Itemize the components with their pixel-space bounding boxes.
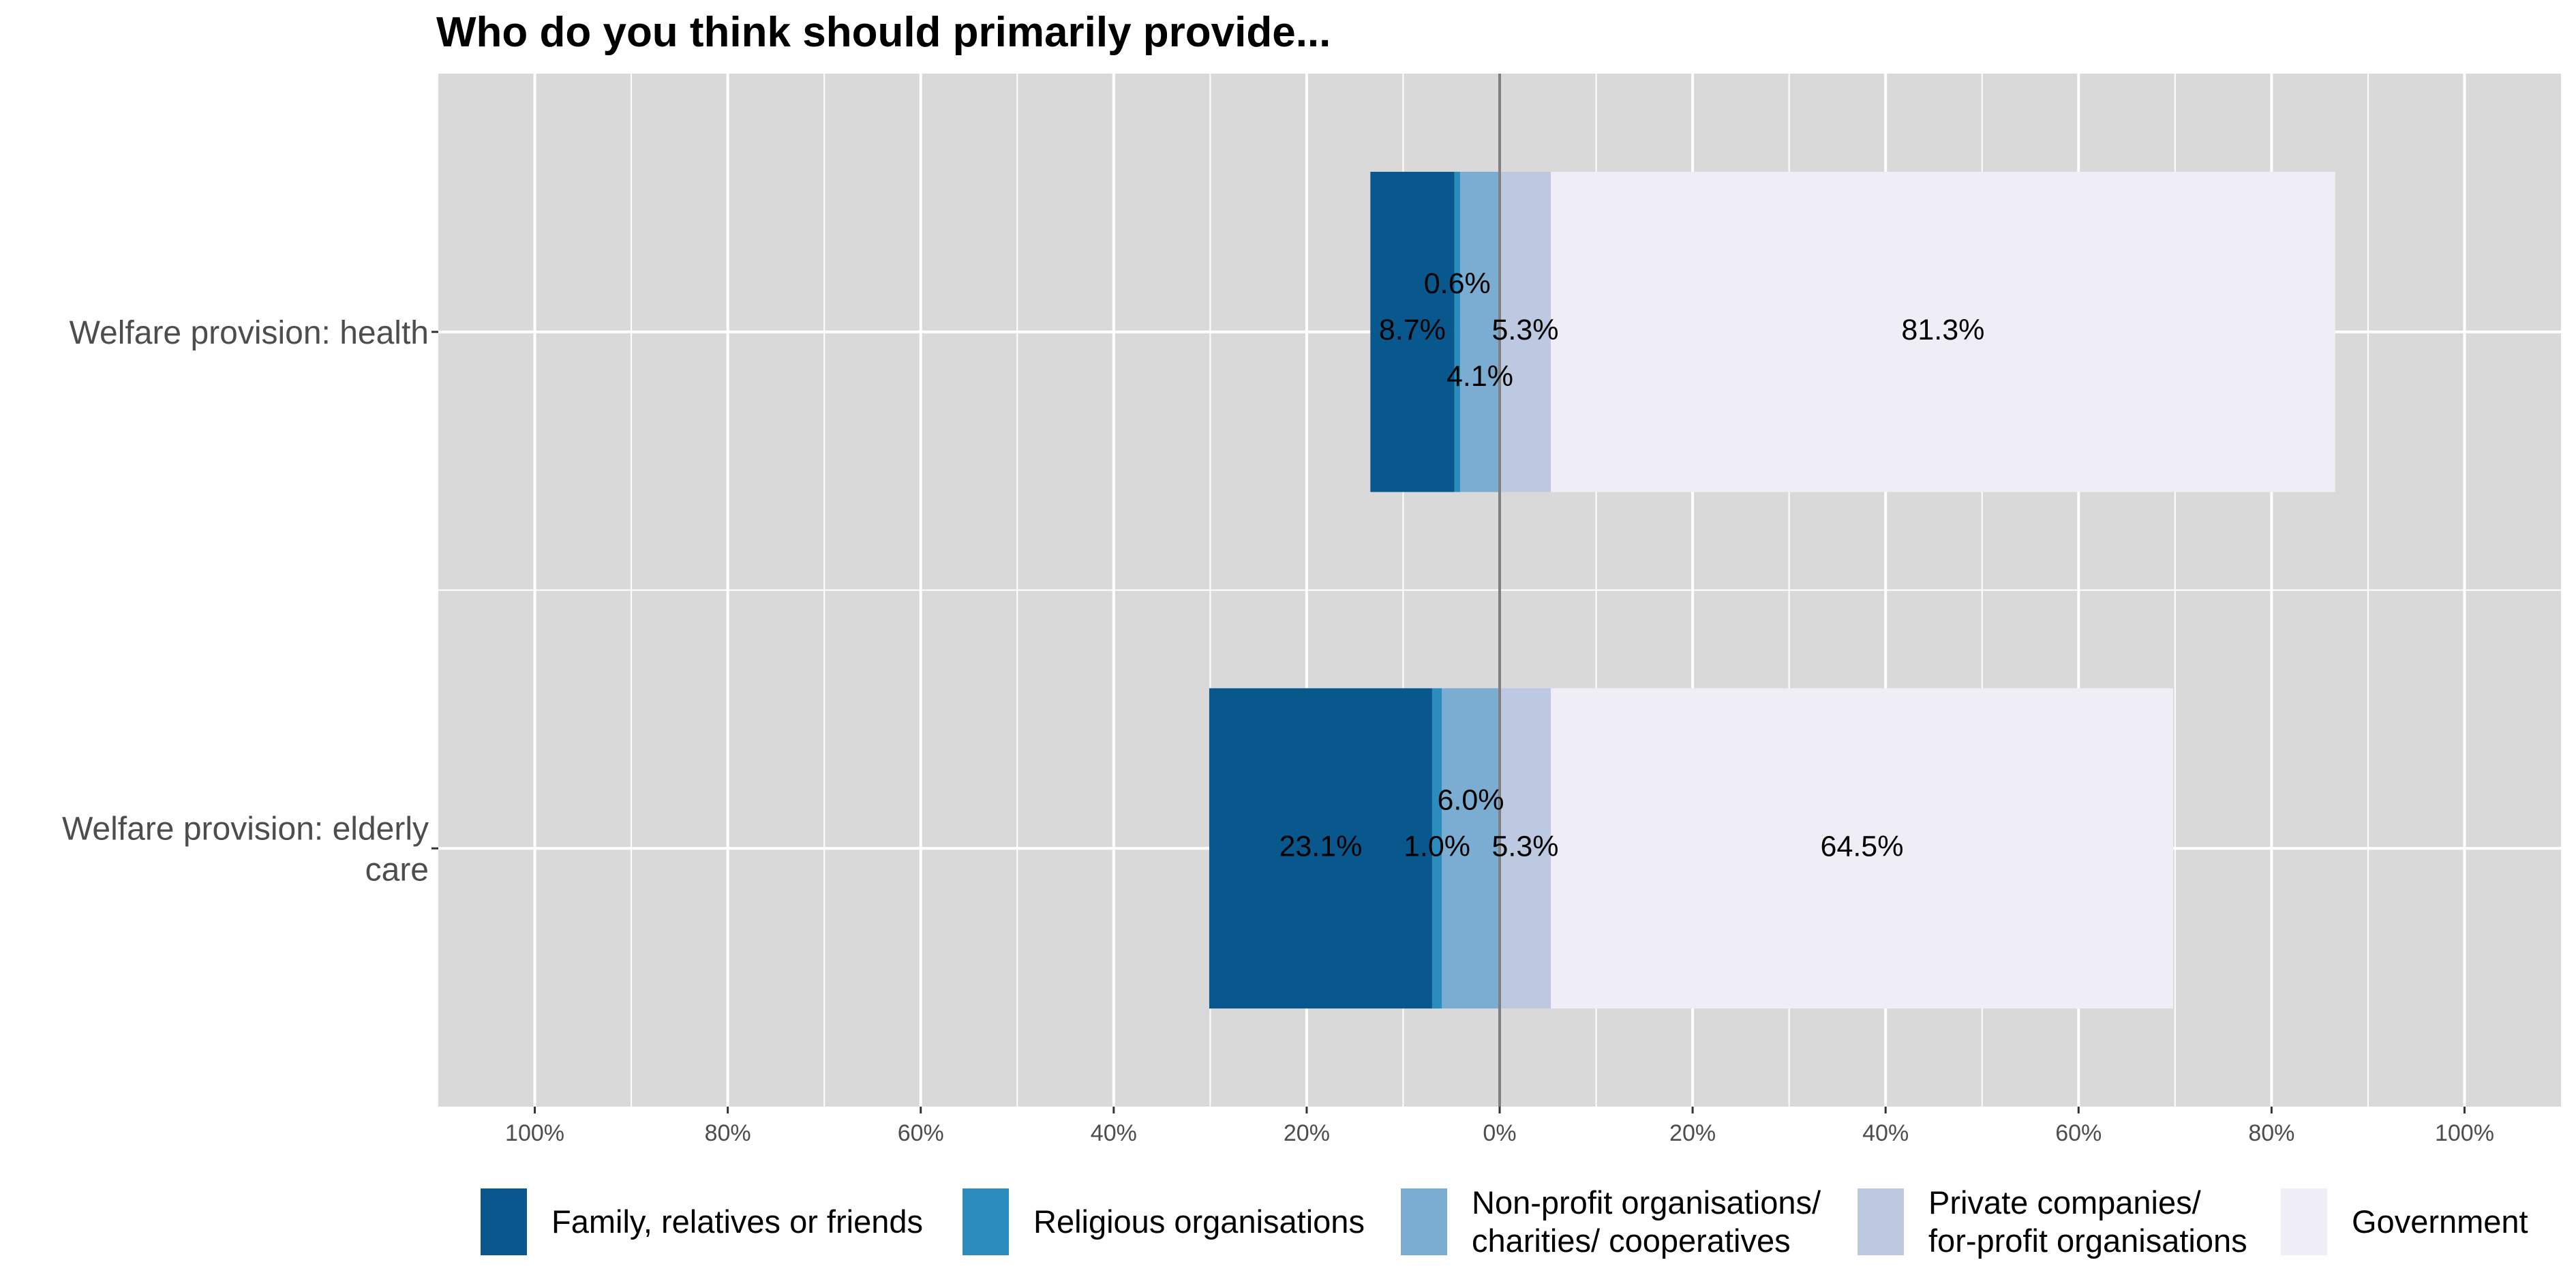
legend-key-religious-organisations — [963, 1188, 1009, 1255]
legend-key-government — [2281, 1188, 2327, 1255]
category-label-1: Welfare provision: health — [70, 315, 429, 351]
x-tick-label: 0% — [1483, 1120, 1516, 1146]
data-label-family-relatives-or-friends-2: 23.1% — [1279, 830, 1362, 863]
legend-label-non-profit-organisations-charities-cooperatives: Non-profit organisations/charities/ coop… — [1472, 1184, 1821, 1259]
legend-label-family-relatives-or-friends: Family, relatives or friends — [551, 1203, 923, 1240]
data-labels: 8.7% 0.6% 4.1% 5.3% 81.3% 23.1% 1.0% 6.0% 5.3% 64… — [1279, 267, 1984, 863]
bar-government-1 — [1551, 171, 2335, 492]
legend-label-private-companies-for-profit-organisations: Private companies/for-profit organisatio… — [1928, 1184, 2247, 1259]
x-tick-label: 100% — [505, 1120, 564, 1146]
bar-segments — [1209, 171, 2335, 1009]
data-label-government-2: 64.5% — [1821, 830, 1904, 863]
chart-title: Who do you think should primarily provid… — [436, 9, 1331, 56]
x-tick-label: 40% — [1091, 1120, 1137, 1146]
data-label-religious-organisations-1: 0.6% — [1424, 267, 1491, 300]
x-tick-label: 40% — [1862, 1120, 1909, 1146]
bar-family-relatives-or-friends-1 — [1370, 171, 1455, 492]
data-label-government-1: 81.3% — [1901, 314, 1984, 346]
x-tick-label: 60% — [2055, 1120, 2102, 1146]
x-tick-label: 20% — [1669, 1120, 1716, 1146]
bar-non-profit-organisations-charities-cooperatives-1 — [1459, 171, 1500, 492]
bar-government-2 — [1551, 688, 2173, 1009]
legend-label-religious-organisations: Religious organisations — [1033, 1203, 1365, 1240]
y-axis: Welfare provision: health Welfare provisi… — [62, 315, 438, 888]
x-tick-label: 60% — [898, 1120, 944, 1146]
bar-religious-organisations-2 — [1431, 688, 1442, 1009]
bar-religious-organisations-1 — [1454, 171, 1460, 492]
data-label-private-companies-for-profit-organisations-1: 5.3% — [1492, 314, 1559, 346]
legend-label-government: Government — [2352, 1203, 2528, 1240]
x-tick-label: 20% — [1284, 1120, 1330, 1146]
x-axis: 100% 80% 60% 40% 20% 0% 20% 40% 60% 80% 100% — [505, 1107, 2494, 1146]
bar-non-profit-organisations-charities-cooperatives-2 — [1442, 688, 1500, 1009]
legend-key-family-relatives-or-friends — [481, 1188, 527, 1255]
data-label-religious-organisations-2: 1.0% — [1404, 830, 1470, 863]
bar-family-relatives-or-friends-2 — [1209, 688, 1432, 1009]
data-label-family-relatives-or-friends-1: 8.7% — [1379, 314, 1446, 346]
x-tick-label: 100% — [2435, 1120, 2494, 1146]
x-tick-label: 80% — [705, 1120, 751, 1146]
data-label-non-profit-organisations-charities-cooperatives-2: 6.0% — [1438, 784, 1504, 817]
legend-key-private-companies-for-profit-organisations — [1858, 1188, 1904, 1255]
bar-private-companies-for-profit-organisations-2 — [1500, 688, 1551, 1009]
data-label-non-profit-organisations-charities-cooperatives-1: 4.1% — [1446, 360, 1513, 393]
legend: Family, relatives or friends Religious or… — [481, 1184, 2528, 1259]
x-tick-label: 80% — [2248, 1120, 2294, 1146]
data-label-private-companies-for-profit-organisations-2: 5.3% — [1492, 830, 1559, 863]
legend-key-non-profit-organisations-charities-cooperatives — [1401, 1188, 1447, 1255]
bar-private-companies-for-profit-organisations-1 — [1500, 171, 1551, 492]
category-label-2: Welfare provision: elderly care — [62, 811, 429, 888]
